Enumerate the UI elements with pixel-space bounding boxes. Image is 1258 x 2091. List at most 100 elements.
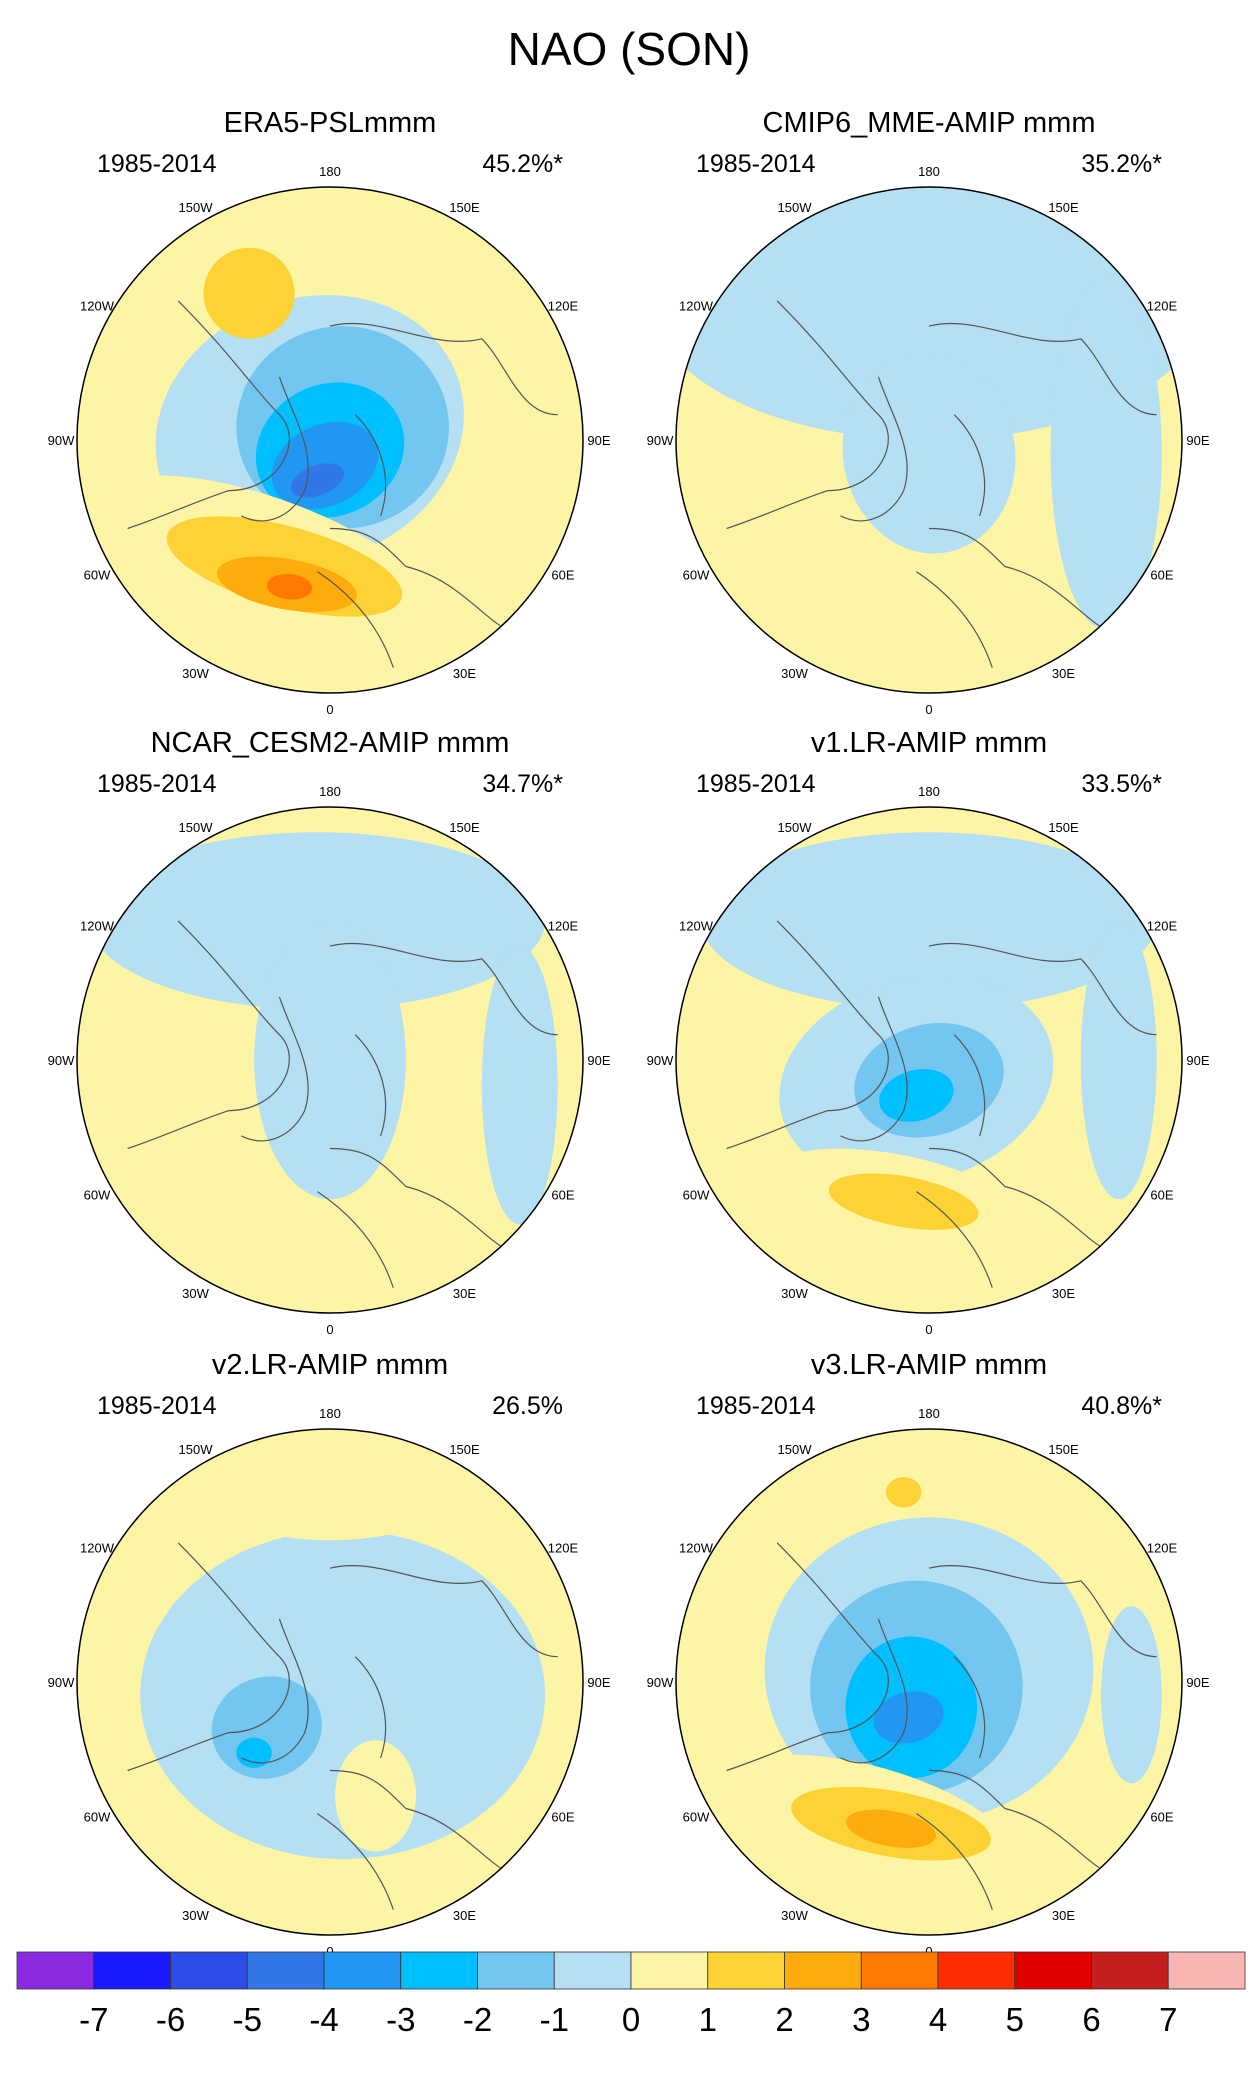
- coastline: [726, 920, 889, 1150]
- longitude-label: 90W: [647, 1675, 674, 1690]
- map-border: [675, 806, 1183, 1314]
- longitude-label: 150W: [179, 1442, 214, 1457]
- contour-region: [481, 946, 558, 1225]
- longitude-label: 90W: [647, 433, 674, 448]
- coastline: [916, 571, 993, 668]
- longitude-label: 150W: [778, 200, 813, 215]
- longitude-label: 120E: [1147, 919, 1178, 934]
- coastline: [127, 1542, 290, 1772]
- longitude-label: 30W: [182, 666, 209, 681]
- longitude-label: 90E: [587, 1053, 610, 1068]
- coastline: [241, 376, 309, 522]
- map-panel: 180 150E 120E 90E 60E 30E 0 30W 60W 90W 120W 150W NC…: [48, 727, 611, 1337]
- longitude-label: 0: [925, 1322, 932, 1337]
- map-border: [76, 1428, 584, 1936]
- longitude-label: 180: [918, 1406, 940, 1421]
- period-label: 1985-2014: [97, 770, 217, 798]
- colorbar-tick-label: 2: [775, 2001, 793, 2038]
- coastline: [317, 1191, 394, 1288]
- longitude-label: 60W: [84, 568, 111, 583]
- colorbar-tick-label: 5: [1006, 2001, 1024, 2038]
- colorbar-bin: [93, 1951, 171, 1990]
- longitude-label: 150E: [449, 820, 480, 835]
- variance-label: 35.2%*: [1081, 150, 1162, 178]
- coastline: [953, 1656, 986, 1759]
- longitude-label: 120W: [679, 1541, 714, 1556]
- longitude-label: 30E: [1052, 1286, 1075, 1301]
- longitude-label: 180: [918, 164, 940, 179]
- colorbar: -7 -6 -5 -4 -3 -2 -1 0 1 2 3 4 5 6 7: [16, 1951, 1246, 2038]
- longitude-label: 60W: [683, 1188, 710, 1203]
- coastline: [840, 996, 908, 1142]
- longitude-label: 60E: [551, 1188, 574, 1203]
- colorbar-bin: [323, 1951, 402, 1990]
- period-label: 1985-2014: [97, 150, 217, 178]
- longitude-label: 120W: [80, 1541, 115, 1556]
- colorbar-tick-label: -5: [233, 2001, 262, 2038]
- coastline: [928, 322, 1157, 416]
- longitude-label: 30W: [781, 1908, 808, 1923]
- colorbar-tick-label: -3: [386, 2001, 415, 2038]
- coastline: [840, 376, 908, 522]
- colorbar-tick-label: -4: [309, 2001, 338, 2038]
- contour-region: [873, 1691, 944, 1744]
- longitude-label: 0: [925, 702, 932, 717]
- longitude-label: 30W: [781, 666, 808, 681]
- colorbar-bin: [553, 1951, 632, 1990]
- map-border: [675, 1428, 1183, 1936]
- contour-region: [89, 832, 546, 1010]
- period-label: 1985-2014: [696, 150, 816, 178]
- coastline: [241, 996, 309, 1142]
- variance-label: 40.8%*: [1081, 1392, 1162, 1420]
- longitude-label: 90W: [48, 1053, 75, 1068]
- contour-region: [885, 1477, 922, 1508]
- figure-title: NAO (SON): [508, 23, 751, 75]
- longitude-label: 30E: [453, 1908, 476, 1923]
- colorbar-tick-label: -1: [540, 2001, 569, 2038]
- coastline: [953, 1034, 986, 1137]
- longitude-label: 60E: [1150, 1810, 1173, 1825]
- map-panel: 180 150E 120E 90E 60E 30E 0 30W 60W 90W 120W 150W v3…: [647, 1349, 1210, 1959]
- colorbar-bin: [170, 1951, 248, 1990]
- longitude-label: 180: [319, 164, 341, 179]
- longitude-label: 120E: [1147, 299, 1178, 314]
- longitude-label: 120E: [548, 919, 579, 934]
- contour-region: [842, 351, 1016, 554]
- longitude-label: 90E: [1186, 433, 1209, 448]
- longitude-label: 180: [319, 1406, 341, 1421]
- panel-title: v2.LR-AMIP mmm: [212, 1349, 448, 1381]
- coastline: [317, 1813, 394, 1910]
- coastline: [354, 414, 387, 517]
- longitude-label: 150E: [449, 200, 480, 215]
- panel-title: v3.LR-AMIP mmm: [811, 1349, 1047, 1381]
- longitude-label: 30W: [182, 1286, 209, 1301]
- colorbar-bin: [784, 1951, 862, 1990]
- variance-label: 45.2%*: [482, 150, 563, 178]
- colorbar-bin: [400, 1951, 478, 1990]
- coastline: [928, 527, 1107, 631]
- colorbar-bin: [477, 1951, 555, 1990]
- period-label: 1985-2014: [696, 770, 816, 798]
- colorbar-bin: [860, 1951, 939, 1990]
- longitude-label: 120E: [548, 299, 579, 314]
- colorbar-bin: [246, 1951, 325, 1990]
- map-panel: 180 150E 120E 90E 60E 30E 0 30W 60W 90W 120W 150W CM…: [647, 107, 1210, 717]
- longitude-label: 150W: [179, 820, 214, 835]
- period-label: 1985-2014: [97, 1392, 217, 1420]
- colorbar-tick-label: 7: [1159, 2001, 1177, 2038]
- map-border: [76, 806, 584, 1314]
- variance-label: 34.7%*: [482, 770, 563, 798]
- coastline: [329, 942, 558, 1036]
- panel-title: CMIP6_MME-AMIP mmm: [763, 107, 1096, 139]
- colorbar-tick-label: 4: [929, 2001, 947, 2038]
- coastline: [928, 1147, 1107, 1251]
- colorbar-tick-label: 3: [852, 2001, 870, 2038]
- longitude-label: 0: [326, 1322, 333, 1337]
- variance-label: 33.5%*: [1081, 770, 1162, 798]
- map-border: [675, 186, 1183, 694]
- contour-region: [216, 1459, 444, 1541]
- colorbar-tick-label: 1: [699, 2001, 717, 2038]
- coastline: [953, 414, 986, 517]
- colorbar-tick-label: 0: [622, 2001, 640, 2038]
